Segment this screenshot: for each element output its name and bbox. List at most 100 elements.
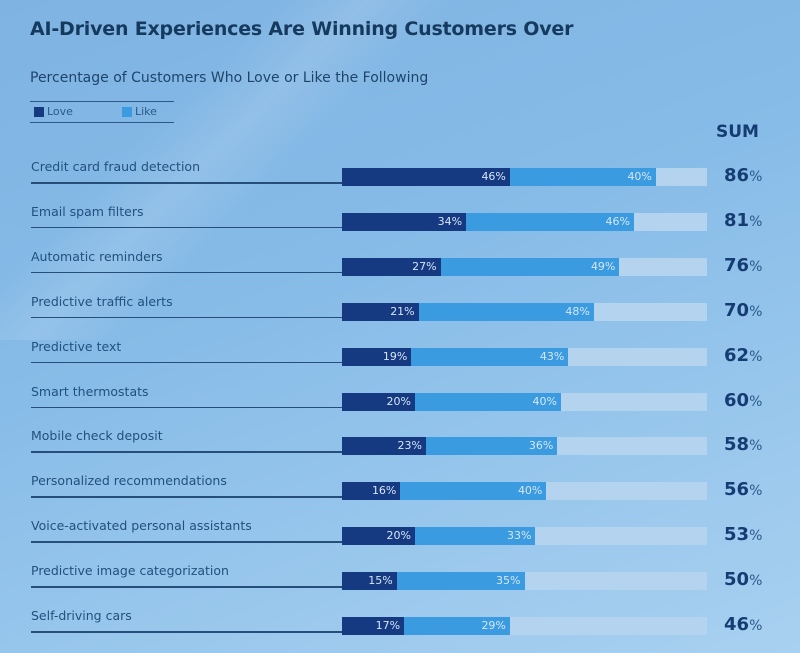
category-underline (31, 182, 342, 184)
bar-love: 20% (342, 392, 415, 411)
category-underline (31, 586, 342, 588)
category-label: Email spam filters (31, 203, 144, 219)
chart-title: AI-Driven Experiences Are Winning Custom… (30, 18, 574, 40)
bar-row: Predictive image categorization 15% 35% 50% (0, 563, 800, 595)
bar-row: Email spam filters 34% 46% 81% (0, 204, 800, 236)
sum-number: 76 (724, 254, 750, 276)
bar-track: 17% 29% (342, 617, 707, 635)
bar-like-label: 29% (481, 619, 506, 632)
sum-number: 56 (724, 479, 750, 501)
category-label: Voice-activated personal assistants (31, 518, 252, 534)
legend-label-like: Like (135, 105, 157, 118)
category-label: Predictive traffic alerts (31, 293, 173, 309)
bar-love: 46% (342, 168, 510, 186)
bar-love: 23% (342, 437, 426, 456)
sum-value: 56% (724, 479, 762, 500)
sum-value: 53% (724, 524, 762, 545)
bar-love-label: 19% (382, 349, 408, 363)
sum-percent-sign: % (749, 258, 763, 275)
bar-track: 46% 40% (342, 168, 707, 186)
bar-love: 34% (342, 212, 467, 231)
bar-track: 21% 48% (342, 302, 707, 321)
bar-like-label: 49% (590, 259, 616, 273)
category-underline (31, 631, 342, 633)
sum-header: SUM (716, 122, 759, 142)
bar-love-label: 17% (375, 619, 401, 632)
bar-like-label: 36% (528, 439, 554, 453)
bar-like: 36% (425, 437, 558, 456)
bar-love-label: 46% (481, 170, 506, 183)
bar-track: 15% 35% (342, 572, 707, 591)
bar-row: Automatic reminders 27% 49% 76% (0, 249, 800, 281)
sum-number: 46 (724, 614, 750, 635)
sum-number: 58 (724, 434, 750, 456)
bar-like-label: 35% (496, 574, 521, 588)
sum-percent-sign: % (749, 348, 763, 365)
sum-value: 46% (724, 614, 762, 635)
category-underline (31, 541, 342, 543)
bar-like: 33% (415, 527, 536, 546)
legend-item-like: Like (122, 105, 157, 118)
category-underline (31, 361, 342, 364)
bar-love-label: 21% (390, 304, 415, 318)
category-label: Credit card fraud detection (31, 159, 200, 174)
sum-value: 86% (724, 165, 762, 186)
category-underline (31, 271, 342, 274)
legend-item-love: Love (34, 105, 73, 118)
bar-track: 34% 46% (342, 212, 707, 231)
legend-label-love: Love (47, 105, 73, 118)
sum-number: 81 (724, 209, 750, 231)
bar-track: 20% 33% (342, 527, 707, 546)
sum-number: 50 (724, 569, 750, 591)
bar-row: Self-driving cars 17% 29% 46% (0, 608, 800, 640)
sum-percent-sign: % (749, 169, 763, 185)
bar-love: 19% (342, 347, 412, 366)
bar-love-label: 20% (386, 394, 411, 408)
bar-love: 17% (342, 617, 405, 635)
bar-like: 35% (396, 572, 525, 591)
sum-percent-sign: % (749, 528, 763, 545)
bar-like: 40% (509, 168, 656, 186)
bar-love-label: 15% (368, 574, 393, 588)
bar-like-label: 33% (506, 529, 532, 543)
bar-row: Smart thermostats 20% 40% 60% (0, 384, 800, 416)
bar-love-label: 34% (437, 214, 463, 228)
bar-love-label: 23% (397, 439, 422, 453)
bar-row: Mobile check deposit 23% 36% 58% (0, 428, 800, 460)
sum-percent-sign: % (749, 618, 763, 634)
bar-track: 23% 36% (342, 437, 707, 456)
sum-percent-sign: % (749, 573, 763, 590)
category-label: Smart thermostats (31, 383, 149, 399)
sum-number: 53 (724, 524, 750, 546)
bar-love: 16% (342, 482, 401, 501)
chart-subtitle: Percentage of Customers Who Love or Like… (30, 70, 429, 86)
category-label: Predictive text (31, 338, 122, 354)
bar-track: 19% 43% (342, 347, 707, 366)
legend: Love Like (30, 101, 174, 123)
category-underline (31, 406, 342, 408)
sum-number: 62 (724, 344, 750, 366)
sum-value: 76% (724, 255, 762, 276)
bar-like-label: 46% (605, 214, 630, 228)
bar-love: 21% (342, 302, 419, 321)
bar-like: 48% (418, 302, 594, 321)
category-label: Automatic reminders (31, 248, 163, 264)
bar-like-label: 40% (627, 170, 652, 183)
bar-row: Credit card fraud detection 46% 40% 86% (0, 159, 800, 191)
category-underline (31, 496, 342, 498)
sum-percent-sign: % (749, 483, 763, 500)
sum-value: 50% (724, 569, 762, 590)
sum-percent-sign: % (749, 393, 763, 410)
category-underline (31, 451, 342, 453)
legend-swatch-like (122, 106, 132, 117)
sum-number: 60 (724, 389, 750, 411)
category-underline (31, 316, 342, 319)
legend-swatch-love (34, 106, 44, 117)
bar-row: Predictive traffic alerts 21% 48% 70% (0, 294, 800, 326)
bar-track: 16% 40% (342, 482, 707, 501)
sum-value: 81% (724, 210, 762, 231)
bar-like: 40% (400, 482, 547, 501)
category-label: Predictive image categorization (31, 563, 229, 579)
bar-track: 20% 40% (342, 392, 707, 411)
sum-value: 58% (724, 434, 762, 455)
